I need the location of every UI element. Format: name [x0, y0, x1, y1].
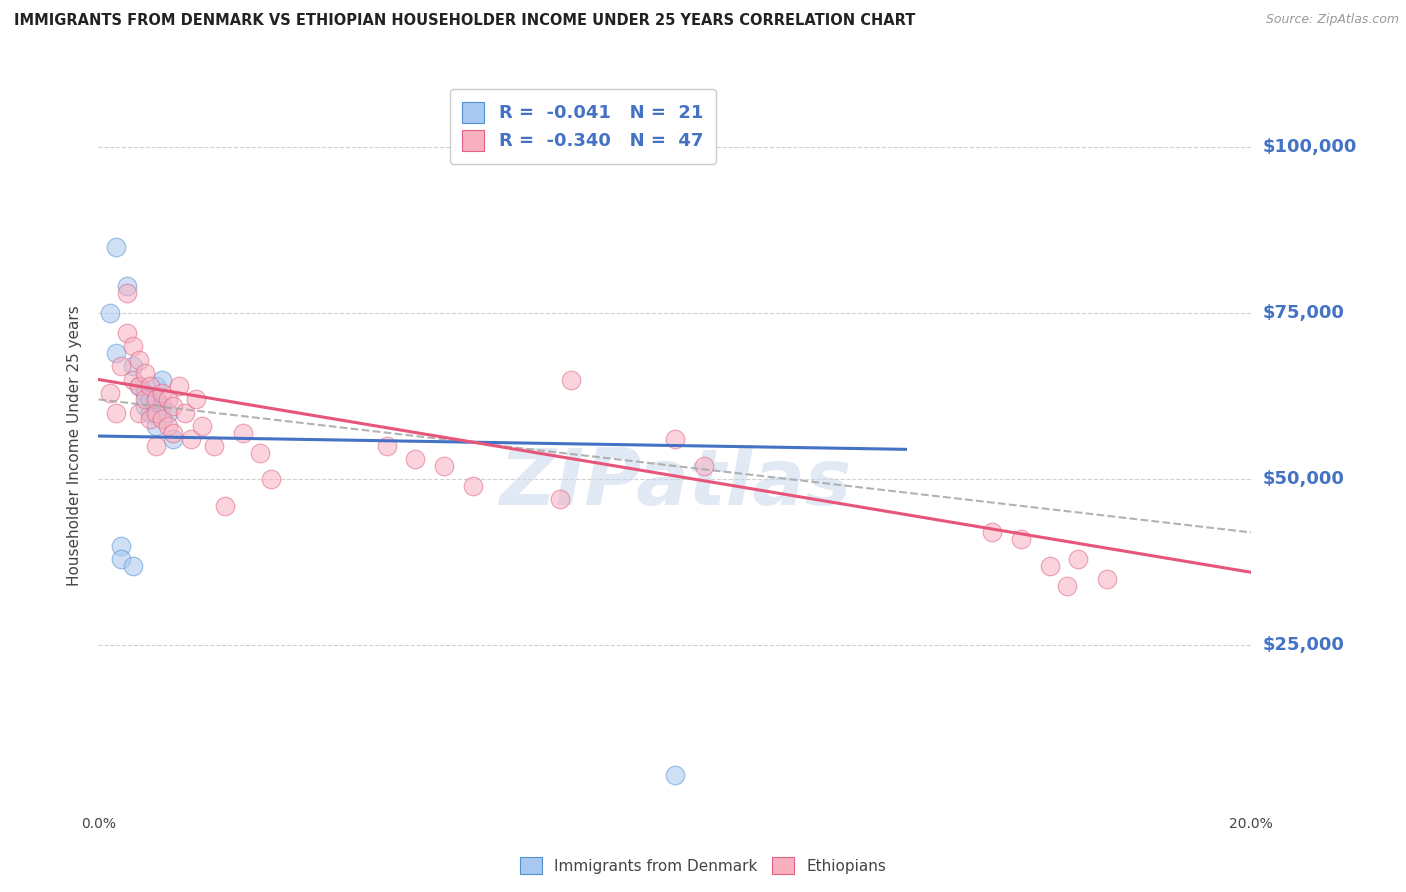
- Point: [122, 372, 145, 386]
- Point: [150, 372, 173, 386]
- Point: [128, 406, 150, 420]
- Point: [214, 499, 236, 513]
- Point: [405, 452, 427, 467]
- Point: [145, 406, 167, 420]
- Point: [560, 372, 582, 386]
- Point: [134, 399, 156, 413]
- Point: [260, 472, 283, 486]
- Point: [1056, 579, 1078, 593]
- Point: [145, 392, 167, 407]
- Point: [110, 552, 132, 566]
- Text: ZIPatlas: ZIPatlas: [499, 444, 851, 521]
- Point: [162, 399, 184, 413]
- Point: [104, 346, 127, 360]
- Point: [1010, 532, 1032, 546]
- Point: [104, 406, 127, 420]
- Point: [191, 419, 214, 434]
- Point: [139, 406, 162, 420]
- Point: [122, 558, 145, 573]
- Point: [145, 379, 167, 393]
- Point: [128, 379, 150, 393]
- Point: [134, 392, 156, 407]
- Point: [156, 419, 179, 434]
- Point: [117, 286, 138, 301]
- Point: [98, 385, 121, 400]
- Point: [128, 379, 150, 393]
- Point: [231, 425, 254, 440]
- Point: [174, 406, 197, 420]
- Point: [180, 433, 202, 447]
- Point: [186, 392, 208, 407]
- Point: [117, 279, 138, 293]
- Point: [134, 366, 156, 380]
- Text: $25,000: $25,000: [1263, 637, 1344, 655]
- Point: [110, 539, 132, 553]
- Point: [548, 492, 571, 507]
- Point: [156, 406, 179, 420]
- Point: [461, 479, 484, 493]
- Legend: Immigrants from Denmark, Ethiopians: Immigrants from Denmark, Ethiopians: [515, 851, 891, 880]
- Text: IMMIGRANTS FROM DENMARK VS ETHIOPIAN HOUSEHOLDER INCOME UNDER 25 YEARS CORRELATI: IMMIGRANTS FROM DENMARK VS ETHIOPIAN HOU…: [14, 13, 915, 29]
- Point: [139, 392, 162, 407]
- Point: [375, 439, 398, 453]
- Legend: R =  -0.041   N =  21, R =  -0.340   N =  47: R = -0.041 N = 21, R = -0.340 N = 47: [450, 89, 716, 163]
- Point: [202, 439, 225, 453]
- Point: [134, 385, 156, 400]
- Point: [150, 385, 173, 400]
- Point: [139, 379, 162, 393]
- Point: [122, 339, 145, 353]
- Point: [981, 525, 1004, 540]
- Point: [1097, 572, 1119, 586]
- Point: [162, 425, 184, 440]
- Text: $75,000: $75,000: [1263, 304, 1344, 322]
- Point: [162, 433, 184, 447]
- Point: [150, 412, 173, 426]
- Text: $50,000: $50,000: [1263, 470, 1344, 488]
- Point: [167, 379, 190, 393]
- Point: [1038, 558, 1062, 573]
- Point: [128, 352, 150, 367]
- Y-axis label: Householder Income Under 25 years: Householder Income Under 25 years: [67, 306, 83, 586]
- Point: [145, 439, 167, 453]
- Point: [122, 359, 145, 374]
- Point: [110, 359, 132, 374]
- Point: [433, 458, 456, 473]
- Point: [150, 399, 173, 413]
- Text: Source: ZipAtlas.com: Source: ZipAtlas.com: [1265, 13, 1399, 27]
- Point: [139, 412, 162, 426]
- Point: [145, 419, 167, 434]
- Point: [98, 306, 121, 320]
- Point: [249, 445, 271, 459]
- Point: [1067, 552, 1090, 566]
- Point: [117, 326, 138, 340]
- Point: [693, 458, 716, 473]
- Point: [664, 433, 686, 447]
- Point: [145, 392, 167, 407]
- Point: [104, 239, 127, 253]
- Text: $100,000: $100,000: [1263, 137, 1357, 156]
- Point: [664, 768, 686, 782]
- Point: [156, 392, 179, 407]
